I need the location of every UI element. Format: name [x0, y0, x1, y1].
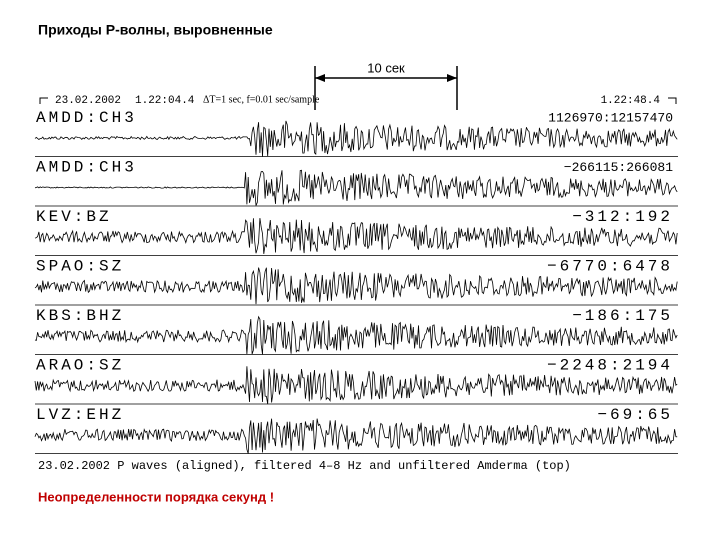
- waveform: [34, 366, 678, 405]
- range-label: −6770:6478: [547, 258, 673, 276]
- range-label: −2248:2194: [547, 357, 673, 375]
- header-start: 1.22:04.4: [135, 95, 195, 107]
- range-label: −266115:266081: [564, 160, 673, 175]
- label-bg: [505, 158, 677, 177]
- label-bg: [34, 208, 204, 226]
- header-params: ΔT=1 sec, f=0.01 sec/sample: [203, 94, 320, 105]
- label-bg: [34, 356, 204, 375]
- station-label: AMDD:CH3: [36, 159, 137, 177]
- waveform: [34, 418, 678, 454]
- scale-label: 10 сек: [367, 60, 405, 75]
- label-bg: [505, 307, 677, 325]
- label-bg: [34, 406, 204, 424]
- range-label: −186:175: [572, 307, 673, 325]
- station-label: KBS:BHZ: [36, 307, 124, 325]
- frame-corners: [39, 97, 677, 104]
- header-date: 23.02.2002: [55, 95, 121, 107]
- label-bg: [34, 257, 204, 276]
- label-bg: [505, 356, 677, 375]
- station-label: LVZ:EHZ: [36, 406, 124, 424]
- label-bg: [505, 406, 677, 424]
- header-end: 1.22:48.4: [601, 95, 661, 107]
- station-label: AMDD:CH3: [36, 109, 137, 127]
- caption: 23.02.2002 P waves (aligned), filtered 4…: [38, 459, 571, 473]
- waveform: [34, 120, 678, 157]
- station-label: SPAO:SZ: [36, 258, 124, 276]
- waveform: [34, 315, 678, 355]
- range-label: −69:65: [597, 406, 673, 424]
- label-bg: [505, 208, 677, 226]
- slide-title: Приходы Р-волны, выровненные: [38, 22, 273, 38]
- note: Неопределенности порядка секунд !: [38, 489, 274, 504]
- range-label: −312:192: [572, 208, 673, 226]
- station-label: ARAO:SZ: [36, 357, 124, 375]
- waveform: [34, 267, 678, 305]
- label-bg: [505, 257, 677, 276]
- label-bg: [34, 307, 204, 325]
- range-label: 1126970:12157470: [548, 110, 673, 125]
- station-label: KEV:BZ: [36, 208, 112, 226]
- label-bg: [505, 109, 677, 127]
- waveform: [34, 218, 678, 254]
- traces: AMDD:CH3 1126970:12157470 AMDD:CH3 −266115:…: [34, 109, 678, 454]
- label-bg: [34, 158, 204, 177]
- label-bg: [34, 109, 204, 127]
- waveform: [34, 169, 678, 206]
